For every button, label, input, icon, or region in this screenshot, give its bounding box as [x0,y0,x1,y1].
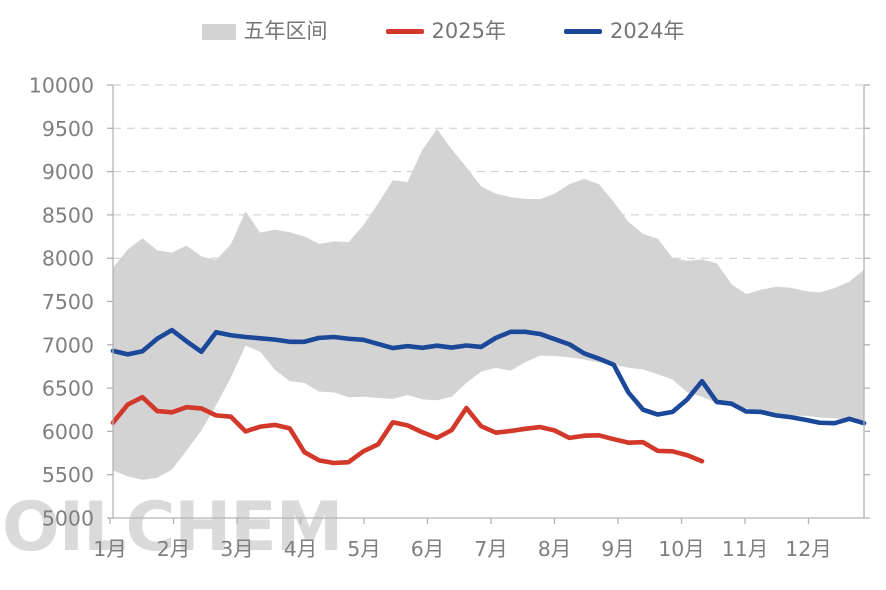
svg-text:9000: 9000 [42,160,94,184]
svg-text:5月: 5月 [347,537,381,561]
svg-text:3月: 3月 [220,537,254,561]
x-axis-labels: 1月 2月 3月 4月 5月 6月 7月 8月 9月 10月 11月 12月 [93,537,832,561]
svg-text:6500: 6500 [42,377,94,401]
axes [107,84,870,524]
svg-text:7月: 7月 [474,537,508,561]
five-year-range-band [113,129,864,480]
y-axis-labels: 10000 9500 9000 8500 8000 7500 7000 6500 6000 550… [29,74,94,531]
svg-text:9500: 9500 [42,117,94,141]
svg-text:6月: 6月 [411,537,445,561]
svg-text:9月: 9月 [601,537,635,561]
line-2025 [110,394,705,466]
svg-text:5500: 5500 [42,463,94,487]
svg-text:1月: 1月 [93,537,127,561]
svg-text:8月: 8月 [538,537,572,561]
line-2024 [110,327,867,426]
svg-text:11月: 11月 [722,537,769,561]
svg-text:5000: 5000 [42,507,94,531]
svg-text:10月: 10月 [658,537,705,561]
svg-text:7500: 7500 [42,290,94,314]
watermark: OILCHEM [2,488,342,567]
svg-text:7000: 7000 [42,333,94,357]
svg-text:4月: 4月 [284,537,318,561]
svg-text:2月: 2月 [157,537,191,561]
svg-text:12月: 12月 [785,537,832,561]
svg-text:8000: 8000 [42,247,94,271]
svg-text:6000: 6000 [42,420,94,444]
svg-text:8500: 8500 [42,203,94,227]
svg-text:10000: 10000 [29,74,94,98]
